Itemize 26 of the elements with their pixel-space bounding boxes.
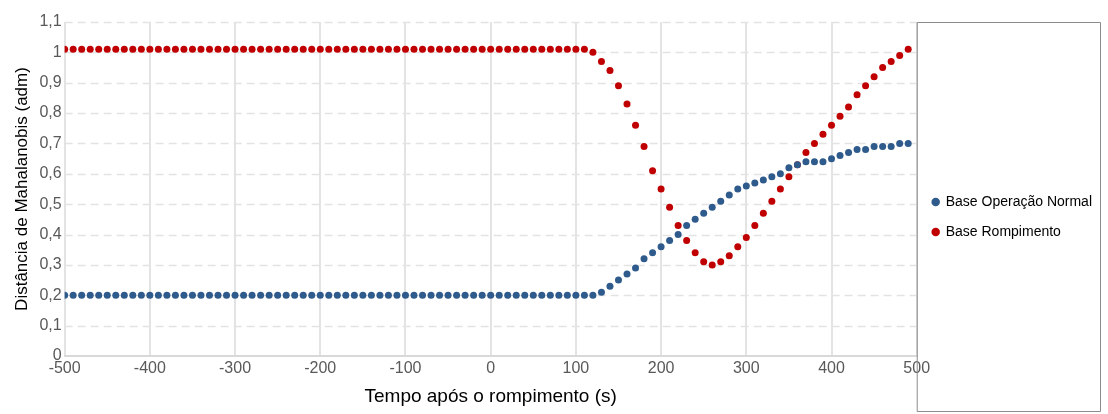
y-tick-label: 0,1 xyxy=(39,316,62,334)
x-tick-label: -300 xyxy=(219,359,252,377)
y-tick-label: 0,8 xyxy=(39,103,62,121)
x-tick-label: -400 xyxy=(133,359,166,377)
x-tick-label: 200 xyxy=(647,359,675,377)
x-tick-label: 0 xyxy=(486,359,496,377)
y-tick-label: 1,1 xyxy=(39,12,62,30)
x-tick-label: 100 xyxy=(562,359,590,377)
x-tick-label: 500 xyxy=(903,359,931,377)
x-tick-label: -500 xyxy=(48,359,81,377)
legend-label: Base Operação Normal xyxy=(945,192,1093,209)
y-tick-label: 0,3 xyxy=(39,255,62,273)
x-tick-label: 400 xyxy=(818,359,845,377)
x-tick-label: -200 xyxy=(304,359,337,377)
legend-label: Base Rompimento xyxy=(945,222,1062,239)
y-tick-label: 0,6 xyxy=(39,164,62,182)
x-tick-label: -100 xyxy=(389,359,422,377)
y-tick-label: 0,7 xyxy=(39,133,62,151)
y-tick-label: 1 xyxy=(52,42,62,60)
x-axis-title: Tempo após o rompimento (s) xyxy=(364,384,617,406)
y-tick-label: 0,5 xyxy=(39,194,62,212)
y-tick-label: 0,4 xyxy=(39,224,62,242)
y-axis-title: Distância de Mahalanobis (adm) xyxy=(11,67,31,311)
y-tick-label: 0,2 xyxy=(39,285,62,303)
y-tick-label: 0,9 xyxy=(39,73,62,91)
x-tick-label: 300 xyxy=(732,359,760,377)
